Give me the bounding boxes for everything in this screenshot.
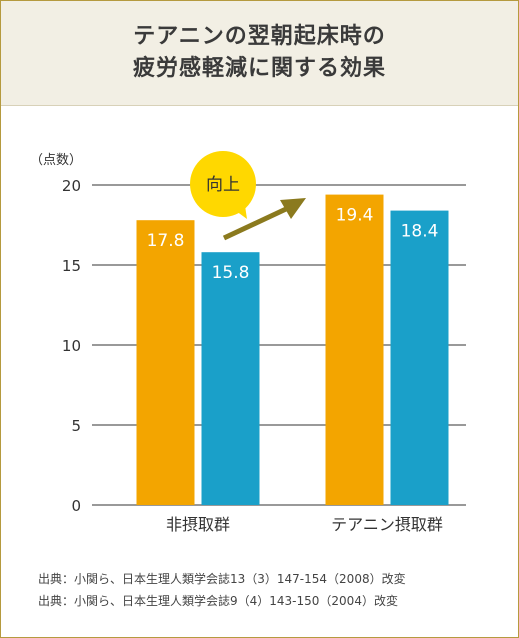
y-tick-label: 0 xyxy=(71,497,81,515)
y-tick-label: 20 xyxy=(62,177,81,195)
bar-value-label: 18.4 xyxy=(401,222,439,242)
bar xyxy=(136,220,195,505)
y-tick-label: 5 xyxy=(71,417,81,435)
y-axis-unit-label: （点数） xyxy=(30,153,82,168)
bars: 17.8 15.8 非摂取群 19.4 18.4 テアニン摂取群 xyxy=(136,194,449,534)
y-tick-label: 10 xyxy=(62,337,81,355)
improvement-arrow xyxy=(222,206,288,241)
y-tick-label: 15 xyxy=(62,257,81,275)
bar xyxy=(325,194,384,505)
chart-title-line-2: 疲労感軽減に関する効果 xyxy=(132,56,386,81)
bar xyxy=(201,252,260,505)
annotation-bubble xyxy=(190,151,256,217)
x-category-label: テアニン摂取群 xyxy=(331,515,443,534)
bar-value-label: 15.8 xyxy=(212,263,250,283)
annotation-text: 向上 xyxy=(206,175,240,195)
annotation-bubble-tail xyxy=(232,199,247,219)
bar-value-label: 19.4 xyxy=(336,206,374,226)
bar xyxy=(390,210,449,505)
x-category-label: 非摂取群 xyxy=(166,515,230,534)
improvement-arrowhead xyxy=(280,198,306,219)
chart-title-line-1: テアニンの翌朝起床時の xyxy=(133,24,386,49)
bar-value-label: 17.8 xyxy=(147,231,185,251)
source-note-2: 出典：小関ら、日本生理人類学会誌9（4）143-150（2004）改変 xyxy=(38,594,398,608)
source-note-1: 出典：小関ら、日本生理人類学会誌13（3）147-154（2008）改変 xyxy=(38,572,406,586)
chart-header: テアニンの翌朝起床時の 疲労感軽減に関する効果 xyxy=(1,1,518,106)
